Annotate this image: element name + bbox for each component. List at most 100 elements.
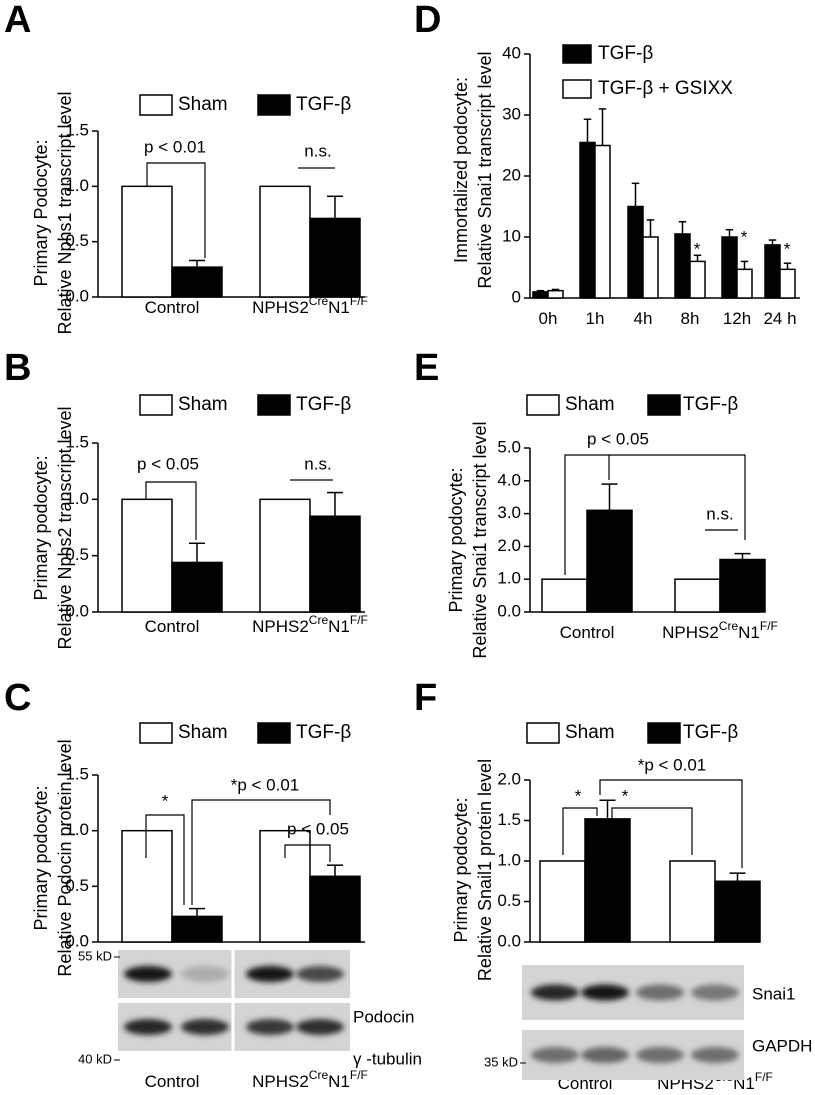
legend-label: Sham <box>178 722 228 743</box>
bracket <box>599 779 743 868</box>
error-bar <box>189 259 205 268</box>
x-tick-label: 8h <box>681 309 700 328</box>
x-tick-label-part: N1 <box>328 298 350 317</box>
bar <box>642 236 659 299</box>
error-bar <box>327 195 343 219</box>
blot-row-label: Snai1 <box>752 984 795 1003</box>
legend-swatch <box>139 94 173 116</box>
legend-label: TGF-β <box>683 722 738 743</box>
y-tick-label: 1.5 <box>65 764 89 783</box>
legend-swatch <box>257 722 291 744</box>
y-axis-label: Relative Snai1 transcript level <box>470 421 490 658</box>
blot-band <box>181 1019 229 1035</box>
legend-swatch <box>526 394 560 416</box>
y-tick-label: 0.5 <box>65 231 89 250</box>
y-tick-label: 0.5 <box>497 891 521 910</box>
y-tick-label: 1.0 <box>65 176 89 195</box>
bar <box>764 244 781 299</box>
x-tick-label-part: N1 <box>328 617 350 636</box>
y-axis-label: Immortalized podocyte: <box>451 77 471 263</box>
legend-swatch <box>139 722 173 744</box>
bracket <box>146 162 206 258</box>
error-bar <box>783 262 792 270</box>
error-bar <box>536 289 545 292</box>
y-tick-label: 4.0 <box>497 470 521 489</box>
y-tick-label: 5.0 <box>497 437 521 456</box>
y-tick-label: 0.0 <box>65 931 89 950</box>
legend-swatch <box>257 394 291 416</box>
legend-label: TGF-β + GSIXX <box>598 78 733 99</box>
blot-row-label: Podocin <box>353 1007 414 1026</box>
legend-label: TGF-β <box>296 722 351 743</box>
error-bar <box>189 542 205 563</box>
bar <box>547 289 564 299</box>
bar <box>714 880 761 943</box>
legend-swatch <box>257 94 291 116</box>
error-bar <box>551 288 560 291</box>
y-tick-label: 2.0 <box>497 769 521 788</box>
legend-swatch <box>647 722 681 744</box>
annotation: *p < 0.01 <box>231 775 300 794</box>
x-tick-label-part: NPHS2 <box>252 1072 309 1091</box>
annotation: p < 0.05 <box>137 454 199 473</box>
annotation: * <box>575 786 582 805</box>
bracket <box>284 844 331 862</box>
annotation: * <box>784 239 791 258</box>
y-tick-label: 1.0 <box>65 820 89 839</box>
x-tick-label: NPHS2CreN1F/F <box>252 294 368 317</box>
panel-letter: B <box>4 347 31 389</box>
bar <box>541 578 588 613</box>
bar <box>594 144 611 299</box>
x-tick-label: 4h <box>634 309 653 328</box>
bar <box>309 217 361 298</box>
error-bar <box>678 221 687 234</box>
y-axis-label: Primary podocyte: <box>451 797 471 942</box>
y-axis-label: Primary podocyte: <box>31 785 51 930</box>
error-bar <box>601 483 618 511</box>
bracket <box>562 807 598 855</box>
x-tick-label-part: Cre <box>309 613 329 627</box>
annotation: * <box>694 239 701 258</box>
blot-band <box>581 1047 629 1063</box>
legend-label: TGF-β <box>683 394 738 415</box>
y-tick-label: 20 <box>502 165 521 184</box>
blot-band <box>691 984 739 1001</box>
bar <box>627 205 644 299</box>
x-tick-label-part: 4h <box>634 309 653 328</box>
error-bar <box>693 254 702 262</box>
annotation: * <box>162 791 169 810</box>
bar <box>674 233 691 299</box>
y-tick-label: 0 <box>512 287 521 306</box>
y-tick-label: 3.0 <box>497 503 521 522</box>
x-tick-label: NPHS2CreN1F/F <box>252 1068 368 1091</box>
blot-marker: 55 kD <box>78 948 112 963</box>
x-tick-label-part: Cre <box>719 619 739 633</box>
x-tick-label-part: NPHS2 <box>662 623 719 642</box>
x-tick-label-part: F/F <box>350 613 368 627</box>
error-bar <box>646 219 655 237</box>
x-tick-label-part: 12h <box>723 309 751 328</box>
bracket <box>145 481 197 540</box>
y-axis-label: Primary Podocyte: <box>31 139 51 286</box>
y-tick-label: 1.5 <box>65 432 89 451</box>
y-tick-label: 0.5 <box>65 876 89 895</box>
blot-row-label: γ -tubulin <box>353 1049 422 1068</box>
error-bar <box>768 239 777 245</box>
blot-band <box>296 1019 344 1035</box>
x-tick-label-part: Control <box>145 1072 200 1091</box>
legend-label: Sham <box>178 394 228 415</box>
y-tick-label: 1.0 <box>497 850 521 869</box>
y-tick-label: 30 <box>502 104 521 123</box>
panel-letter: E <box>414 347 439 389</box>
x-tick-label-part: Control <box>145 298 200 317</box>
panel-letter: C <box>4 677 31 719</box>
y-axis-label: Relative Nphs1 transcript level <box>55 91 75 334</box>
error-bar <box>583 118 592 143</box>
blot-band <box>691 1047 739 1063</box>
bar <box>259 498 311 613</box>
bar <box>586 509 633 613</box>
x-tick-label-part: N1 <box>328 1072 350 1091</box>
annotation: p < 0.05 <box>587 429 649 448</box>
bar <box>779 268 796 299</box>
x-tick-label: Control <box>145 1072 200 1091</box>
